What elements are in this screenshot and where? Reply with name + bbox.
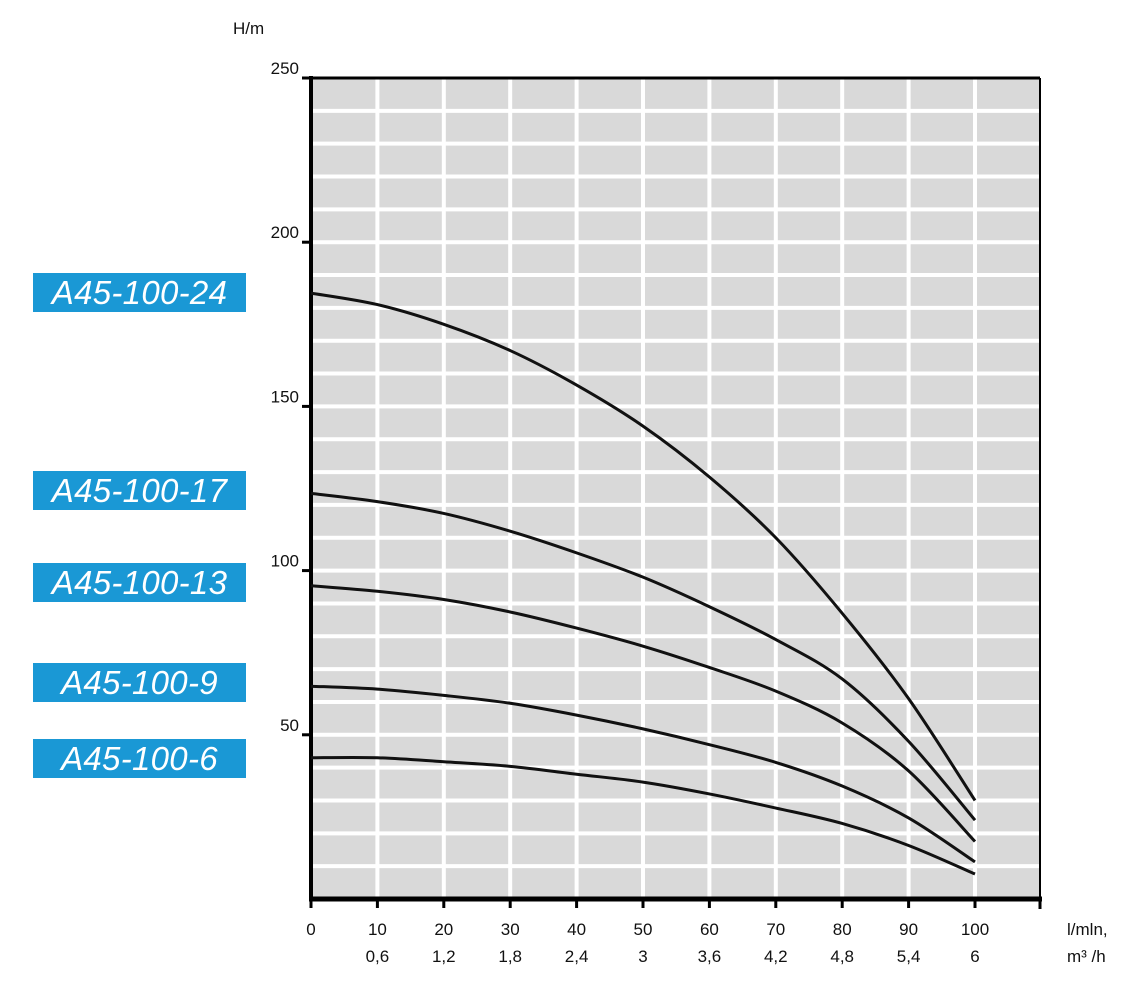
x-tick-label-secondary: 6 bbox=[970, 947, 979, 966]
curve-a45-100-24 bbox=[310, 291, 977, 802]
x-axis-label-secondary: m³ /h bbox=[1067, 947, 1106, 966]
x-axis-label: l/mln, bbox=[1067, 920, 1108, 939]
x-tick-label-secondary: 5,4 bbox=[897, 947, 921, 966]
x-tick-label: 80 bbox=[833, 920, 852, 939]
y-tick-label: 50 bbox=[280, 716, 299, 735]
series-label-a45-100-9: A45-100-9 bbox=[33, 663, 246, 702]
plot-area bbox=[311, 78, 1040, 899]
x-tick-label: 20 bbox=[434, 920, 453, 939]
x-tick-label: 10 bbox=[368, 920, 387, 939]
x-tick-label-secondary: 1,8 bbox=[498, 947, 522, 966]
series-label-a45-100-13: A45-100-13 bbox=[33, 563, 246, 602]
x-tick-label-secondary: 0,6 bbox=[366, 947, 390, 966]
curve-a45-100-9 bbox=[310, 684, 976, 864]
series-label-a45-100-17: A45-100-17 bbox=[33, 471, 246, 510]
x-tick-label-secondary: 1,2 bbox=[432, 947, 456, 966]
x-tick-label-secondary: 4,2 bbox=[764, 947, 788, 966]
y-tick-label: 150 bbox=[271, 387, 299, 406]
series-label-a45-100-6: A45-100-6 bbox=[33, 739, 246, 778]
curve-a45-100-6 bbox=[310, 755, 976, 876]
x-tick-label: 70 bbox=[766, 920, 785, 939]
x-tick-label: 50 bbox=[634, 920, 653, 939]
x-tick-label: 30 bbox=[501, 920, 520, 939]
x-tick-label-secondary: 3 bbox=[638, 947, 647, 966]
y-tick-label: 100 bbox=[271, 552, 299, 571]
curve-a45-100-17 bbox=[310, 491, 977, 822]
y-tick-label: 200 bbox=[271, 223, 299, 242]
series-label-a45-100-24: A45-100-24 bbox=[33, 273, 246, 312]
x-tick-label-secondary: 4,8 bbox=[830, 947, 854, 966]
x-tick-label: 0 bbox=[306, 920, 315, 939]
x-tick-label: 90 bbox=[899, 920, 918, 939]
curve-a45-100-13 bbox=[310, 584, 977, 843]
x-tick-label: 40 bbox=[567, 920, 586, 939]
x-tick-label: 60 bbox=[700, 920, 719, 939]
x-tick-label-secondary: 2,4 bbox=[565, 947, 589, 966]
y-tick-label: 250 bbox=[271, 59, 299, 78]
y-axis-label: H/m bbox=[233, 19, 264, 38]
x-tick-label: 100 bbox=[961, 920, 989, 939]
x-tick-label-secondary: 3,6 bbox=[698, 947, 722, 966]
